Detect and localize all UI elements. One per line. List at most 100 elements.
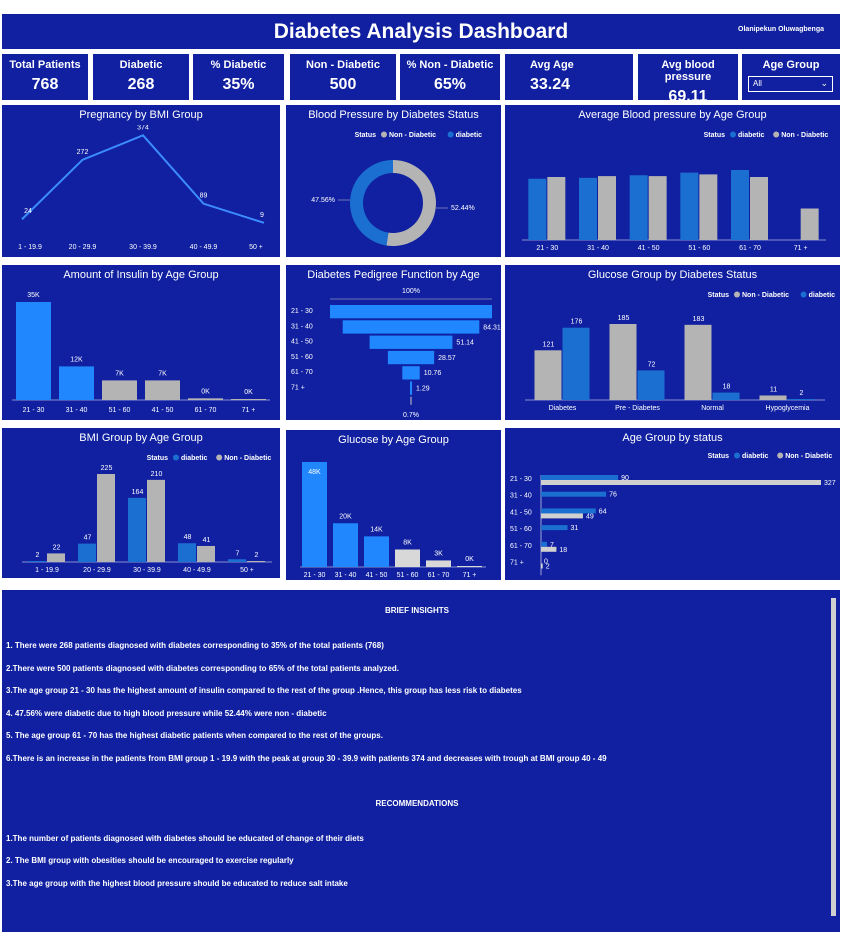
insight-item: 6.There is an increase in the patients f… [6,754,607,763]
panel-bmi-age: BMI Group by Age Group Status diabetic Non… [2,428,280,578]
y-tick-label: 71 + [291,385,305,392]
panel-pedigree-age: Diabetes Pedigree Function by Age 100% 21… [286,265,501,420]
data-label: 10.76 [424,370,442,377]
data-label: 3K [434,550,443,557]
x-tick-label: 21 - 30 [304,572,326,579]
data-label: 22 [53,544,61,551]
data-label: 48 [184,534,192,541]
age-group-dropdown[interactable]: All ⌄ [748,76,833,92]
panel-title: Diabetes Pedigree Function by Age [307,269,480,281]
insight-item: 2.There were 500 patients diagnosed with… [6,664,399,673]
data-label: 210 [151,471,163,478]
data-label: 225 [101,465,113,472]
panel-title: Glucose by Age Group [338,434,449,446]
x-tick-label: 20 - 29.9 [83,567,111,574]
x-tick-label: 21 - 30 [536,245,558,252]
insight-item: 4. 47.56% were diabetic due to high bloo… [6,709,327,718]
data-label: 0K [244,389,253,396]
data-label: 2 [255,552,259,559]
bar [128,497,146,562]
insight-item: 3.The age group 21 - 30 has the highest … [6,686,522,695]
bar [178,543,196,562]
bar [731,170,749,240]
data-label: 47.56% [311,197,335,204]
legend-marker [800,291,807,298]
x-tick-label: 40 - 49.9 [183,567,211,574]
legend-marker [381,131,387,138]
bar [188,398,223,400]
data-label: 49 [586,513,594,520]
legend-label: Non - Diabetic [389,132,436,139]
data-label: 47 [84,535,92,542]
kpi-value: 69.11 [668,88,708,100]
insights-heading: BRIEF INSIGHTS [384,606,449,615]
x-tick-label: 1 - 19.9 [18,244,42,251]
panel-title: BMI Group by Age Group [79,432,203,444]
data-label: 9 [260,212,264,219]
x-tick-label: 51 - 60 [109,407,131,414]
bar [231,399,266,400]
panel-avg-bp-age: Average Blood pressure by Age Group Stat… [505,105,840,257]
header-banner: Diabetes Analysis Dashboard Olanipekun O… [2,14,840,49]
x-tick-label: 40 - 49.9 [190,244,218,251]
recommendation-item: 1.The number of patients diagnosed with … [6,834,364,843]
insights-panel: BRIEF INSIGHTS 1. There were 268 patient… [2,590,840,932]
panel-title: Glucose Group by Diabetes Status [587,269,758,281]
bar [97,474,115,562]
data-label: 2 [800,390,804,397]
y-tick-label: 41 - 50 [510,509,532,516]
legend-label: Non - Diabetic [785,453,832,460]
bar [395,549,420,567]
y-tick-label: 51 - 60 [510,526,532,533]
bar [426,560,451,567]
legend-label: diabetic [181,455,208,462]
data-label: 31 [571,525,579,532]
donut-slice [386,160,436,246]
data-label: 8K [403,540,412,547]
y-tick-label: 41 - 50 [291,339,313,346]
x-tick-label: 61 - 70 [195,407,217,414]
data-label: 1.29 [416,386,430,393]
bar [145,380,180,400]
x-tick-label: 31 - 40 [66,407,88,414]
age-status-hbar-chart: Status diabetic Non - Diabetic 21 - 30 90 327… [510,452,836,576]
data-label: 7K [158,370,167,377]
bar [402,366,420,380]
y-tick-label: 71 + [510,560,524,567]
panel-glucose-age: Glucose by Age Group 48K 21 - 30 20K 31 - 4… [286,430,501,580]
legend-marker [216,454,223,461]
bar [541,513,583,519]
panel-pregnancy-bmi: Pregnancy by BMI Group 24 1 - 19.9 272 20 -… [2,105,280,257]
legend-marker [173,454,179,461]
panel-glucose-status: Glucose Group by Diabetes Status Status N… [505,265,840,420]
bar [342,320,480,334]
insights-scrollbar[interactable] [831,598,836,916]
data-label: 185 [618,315,630,322]
top-label: 100% [402,288,420,295]
x-tick-label: Hypoglycemia [766,405,810,412]
panel-title: Amount of Insulin by Age Group [63,269,219,281]
bar [800,208,819,240]
legend-marker [734,452,740,459]
donut-slice [349,160,393,246]
insight-item: 1. There were 268 patients diagnosed wit… [6,641,384,650]
data-label: 84.31 [483,324,501,331]
data-label: 14K [370,526,383,533]
glucose-status-bar-chart: Status Non - Diabetic diabetic Diabetes 121 1… [525,291,835,412]
bottom-label: 0.7% [403,412,419,419]
bar [457,566,482,567]
bar [528,178,547,240]
legend-label: Non - Diabetic [224,455,271,462]
panel-title: Average Blood pressure by Age Group [578,109,767,121]
bar [369,335,453,349]
y-tick-label: 31 - 40 [510,493,532,500]
line-series [21,134,265,224]
y-tick-label: 61 - 70 [291,369,313,376]
legend-marker [734,291,740,298]
bar [541,491,607,497]
panel-title: Blood Pressure by Diabetes Status [308,109,479,121]
data-label: 12K [70,356,83,363]
bar [547,177,566,240]
data-label: 90 [621,475,629,482]
